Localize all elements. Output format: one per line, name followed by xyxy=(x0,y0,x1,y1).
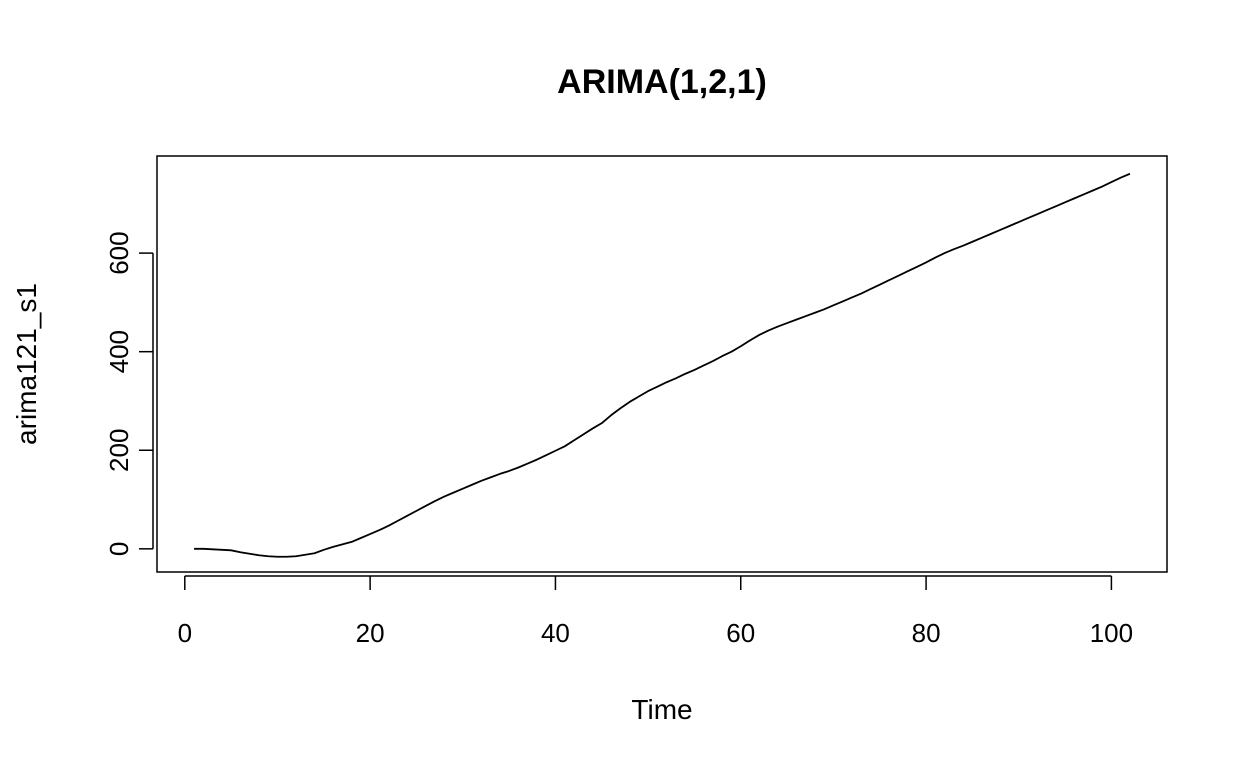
x-tick-label: 0 xyxy=(178,618,192,648)
chart-title: ARIMA(1,2,1) xyxy=(557,63,767,101)
y-tick-label: 0 xyxy=(104,542,134,556)
y-axis: 0 200 400 600 xyxy=(104,231,154,556)
y-tick-label: 600 xyxy=(104,231,134,274)
x-tick-label: 80 xyxy=(912,618,941,648)
y-tick-label: 400 xyxy=(104,330,134,373)
y-axis-label: arima121_s1 xyxy=(11,283,42,445)
plot-frame xyxy=(156,155,1168,573)
series-layer xyxy=(194,172,1131,558)
y-tick-label: 200 xyxy=(104,429,134,472)
x-tick-label: 60 xyxy=(726,618,755,648)
series-line xyxy=(194,172,1131,558)
x-tick-label: 20 xyxy=(356,618,385,648)
x-axis-label: Time xyxy=(631,694,692,725)
x-tick-label: 40 xyxy=(541,618,570,648)
x-axis: 0 20 40 60 80 100 xyxy=(178,575,1133,648)
x-tick-label: 100 xyxy=(1090,618,1133,648)
